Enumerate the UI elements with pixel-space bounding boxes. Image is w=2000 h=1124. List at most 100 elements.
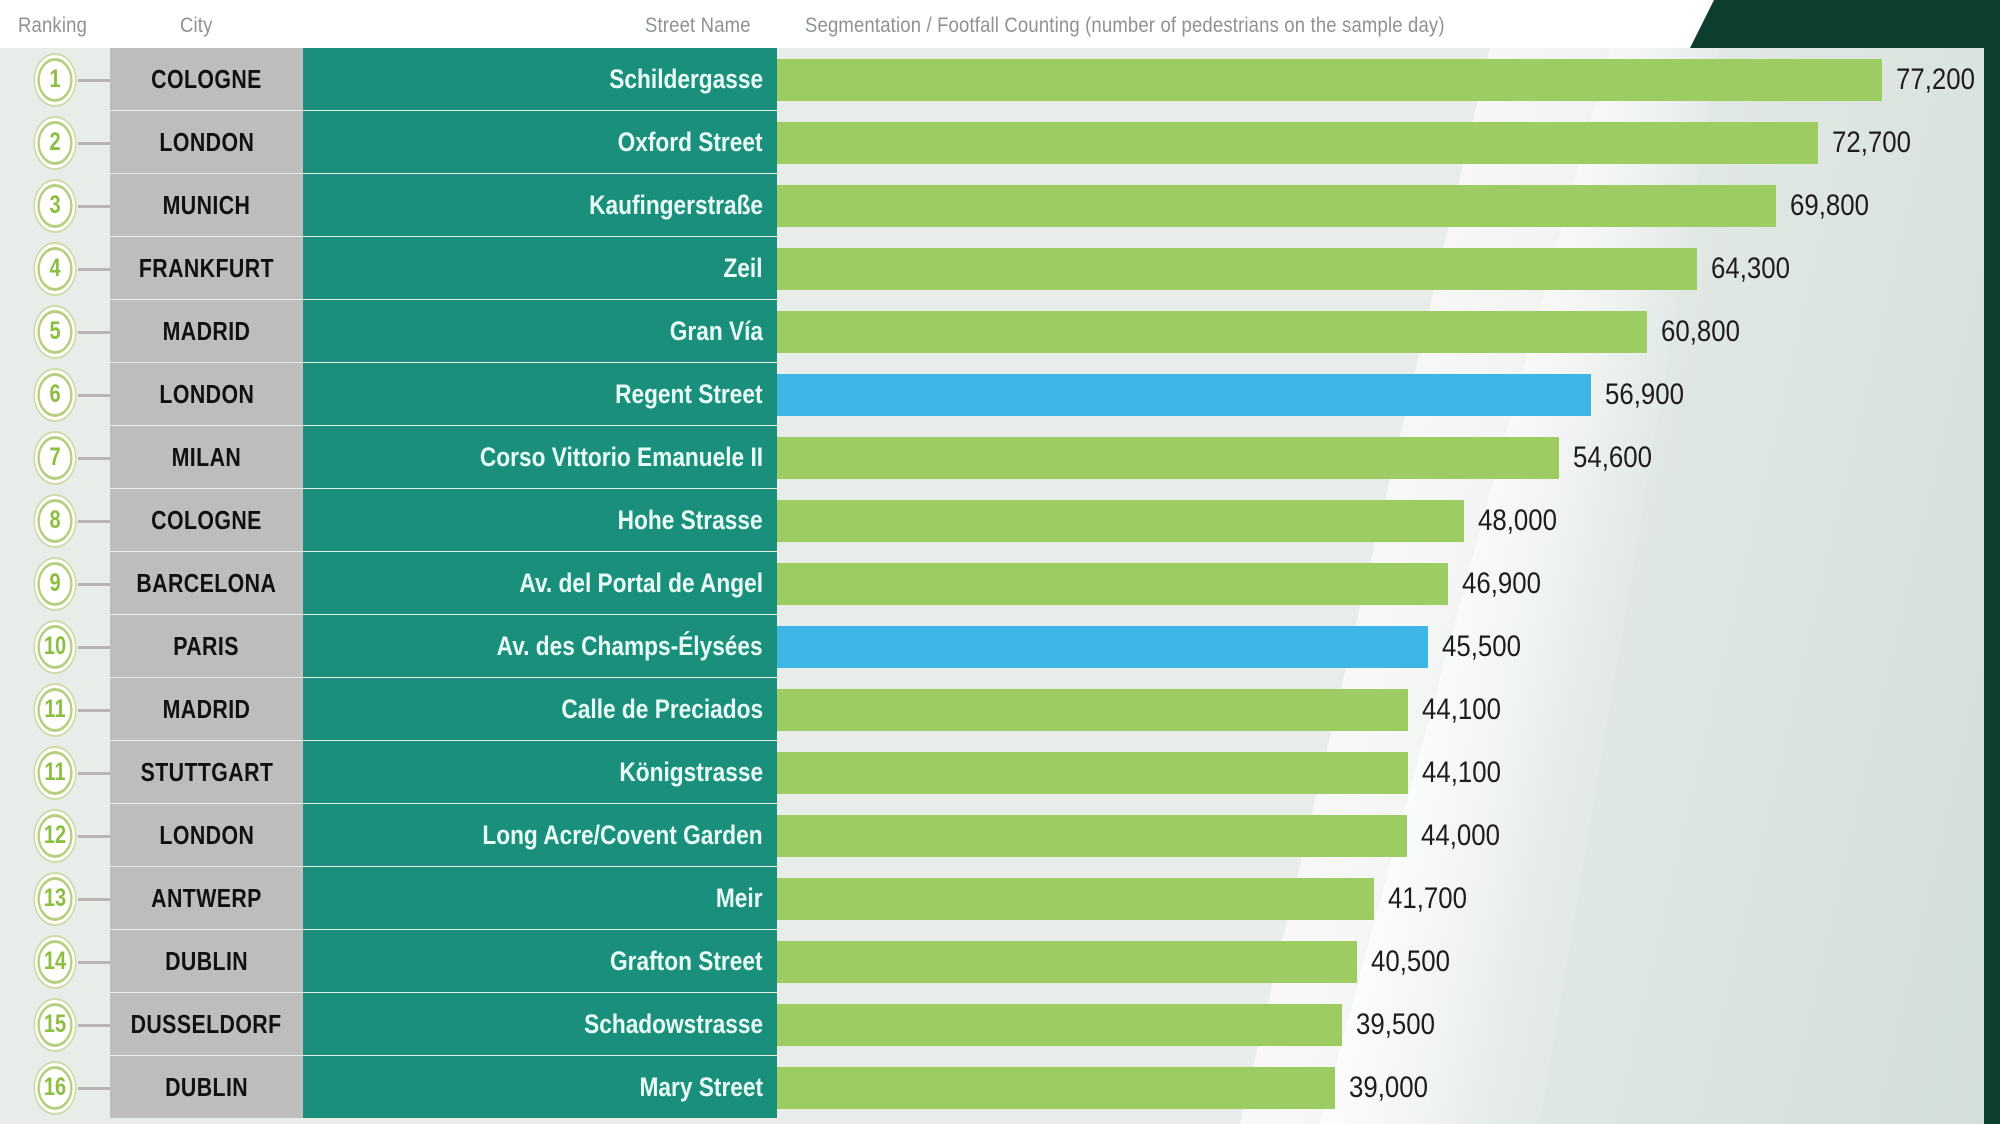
- bar-value-label: 41,700: [1388, 881, 1467, 915]
- street-name-label: Kaufingerstraße: [589, 189, 763, 220]
- street-name-cell: Kaufingerstraße: [303, 174, 777, 236]
- city-label: MILAN: [171, 441, 242, 472]
- city-cell: MILAN: [110, 426, 303, 488]
- city-cell: DUBLIN: [110, 1056, 303, 1118]
- bar-zone: 48,000: [777, 489, 2000, 552]
- footfall-bar: [777, 436, 1559, 479]
- city-label: DUBLIN: [165, 1071, 248, 1102]
- bar-zone: 77,200: [777, 48, 2000, 111]
- rank-connector-line: [78, 394, 112, 397]
- bar-zone: 72,700: [777, 111, 2000, 174]
- rank-cell: 2: [0, 111, 110, 174]
- city-cell: PARIS: [110, 615, 303, 677]
- bar-value-label: 45,500: [1442, 629, 1521, 663]
- street-name-cell: Av. del Portal de Angel: [303, 552, 777, 614]
- city-cell: LONDON: [110, 804, 303, 866]
- table-row: 8 COLOGNE Hohe Strasse 48,000: [0, 489, 2000, 552]
- footfall-bar: [777, 688, 1408, 731]
- footfall-bar: [777, 121, 1818, 164]
- street-name-label: Schildergasse: [609, 63, 763, 94]
- street-name-cell: Hohe Strasse: [303, 489, 777, 551]
- bar-value-label: 46,900: [1462, 566, 1541, 600]
- city-cell: ANTWERP: [110, 867, 303, 929]
- city-label: DUSSELDORF: [131, 1008, 282, 1039]
- bar-zone: 69,800: [777, 174, 2000, 237]
- city-label: STUTTGART: [140, 756, 273, 787]
- street-name-label: Mary Street: [639, 1071, 763, 1102]
- street-name-cell: Schildergasse: [303, 48, 777, 110]
- table-row: 14 DUBLIN Grafton Street 40,500: [0, 930, 2000, 993]
- rank-connector-line: [78, 331, 112, 334]
- bar-zone: 64,300: [777, 237, 2000, 300]
- bar-value-label: 69,800: [1790, 188, 1869, 222]
- city-cell: DUSSELDORF: [110, 993, 303, 1055]
- footfall-bar: [777, 373, 1591, 416]
- table-row: 12 LONDON Long Acre/Covent Garden 44,000: [0, 804, 2000, 867]
- city-label: BARCELONA: [136, 567, 277, 598]
- footfall-bar: [777, 310, 1647, 353]
- rank-badge: 5: [37, 309, 73, 354]
- street-name-cell: Zeil: [303, 237, 777, 299]
- street-name-label: Av. del Portal de Angel: [519, 567, 763, 598]
- footfall-bar: [777, 1003, 1342, 1046]
- rank-cell: 8: [0, 489, 110, 552]
- table-header: Ranking City Street Name Segmentation / …: [0, 0, 2000, 48]
- rank-cell: 11: [0, 678, 110, 741]
- footfall-bar: [777, 940, 1357, 983]
- table-row: 9 BARCELONA Av. del Portal de Angel 46,900: [0, 552, 2000, 615]
- rank-cell: 1: [0, 48, 110, 111]
- street-name-label: Corso Vittorio Emanuele II: [479, 441, 763, 472]
- footfall-bar: [777, 499, 1464, 542]
- table-row: 15 DUSSELDORF Schadowstrasse 39,500: [0, 993, 2000, 1056]
- rank-badge: 12: [37, 813, 73, 858]
- dark-green-corner-accent: [1690, 0, 2000, 48]
- street-name-cell: Grafton Street: [303, 930, 777, 992]
- rank-badge: 8: [37, 498, 73, 543]
- rank-cell: 13: [0, 867, 110, 930]
- bar-value-label: 72,700: [1832, 125, 1911, 159]
- bar-value-label: 48,000: [1478, 503, 1557, 537]
- rank-cell: 12: [0, 804, 110, 867]
- table-row: 5 MADRID Gran Vía 60,800: [0, 300, 2000, 363]
- ranking-table: 1 COLOGNE Schildergasse 77,200 2 LONDON Oxford…: [0, 48, 2000, 1119]
- bar-value-label: 77,200: [1896, 62, 1975, 96]
- table-row: 3 MUNICH Kaufingerstraße 69,800: [0, 174, 2000, 237]
- rank-connector-line: [78, 1024, 112, 1027]
- footfall-bar: [777, 814, 1407, 857]
- rank-connector-line: [78, 457, 112, 460]
- city-label: MADRID: [162, 693, 251, 724]
- street-name-cell: Mary Street: [303, 1056, 777, 1118]
- bar-value-label: 56,900: [1605, 377, 1684, 411]
- rank-connector-line: [78, 268, 112, 271]
- header-ranking-label: Ranking: [18, 14, 88, 37]
- street-name-label: Zeil: [723, 252, 763, 283]
- table-row: 1 COLOGNE Schildergasse 77,200: [0, 48, 2000, 111]
- street-name-label: Gran Vía: [669, 315, 763, 346]
- header-city-label: City: [180, 14, 213, 37]
- bar-zone: 44,100: [777, 678, 2000, 741]
- bar-value-label: 64,300: [1711, 251, 1790, 285]
- footfall-bar: [777, 184, 1776, 227]
- footfall-bar: [777, 247, 1697, 290]
- rank-badge: 6: [37, 372, 73, 417]
- city-cell: LONDON: [110, 363, 303, 425]
- bar-value-label: 39,000: [1349, 1070, 1428, 1104]
- street-name-cell: Oxford Street: [303, 111, 777, 173]
- bar-zone: 60,800: [777, 300, 2000, 363]
- street-name-cell: Long Acre/Covent Garden: [303, 804, 777, 866]
- rank-badge: 2: [37, 120, 73, 165]
- bar-zone: 44,100: [777, 741, 2000, 804]
- street-name-cell: Corso Vittorio Emanuele II: [303, 426, 777, 488]
- rank-connector-line: [78, 142, 112, 145]
- street-name-label: Oxford Street: [618, 126, 763, 157]
- footfall-bar: [777, 877, 1374, 920]
- rank-cell: 7: [0, 426, 110, 489]
- bar-value-label: 40,500: [1371, 944, 1450, 978]
- city-label: MUNICH: [162, 189, 251, 220]
- street-name-label: Meir: [716, 882, 763, 913]
- rank-badge: 11: [37, 750, 73, 795]
- city-cell: FRANKFURT: [110, 237, 303, 299]
- header-street-name-label: Street Name: [645, 14, 751, 37]
- city-label: MADRID: [162, 315, 251, 346]
- street-name-label: Hohe Strasse: [618, 504, 763, 535]
